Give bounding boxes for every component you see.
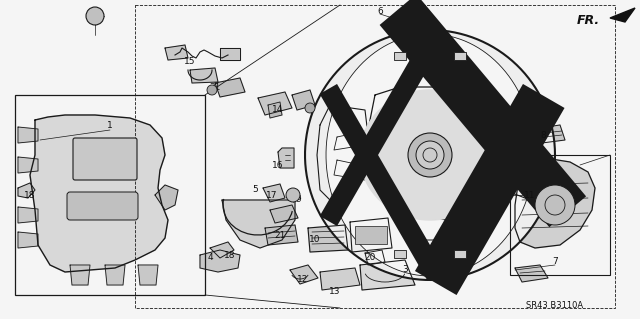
Text: 7: 7 — [552, 257, 558, 266]
Text: 11: 11 — [524, 190, 536, 199]
Polygon shape — [320, 268, 360, 290]
Polygon shape — [18, 232, 38, 248]
Bar — [454, 52, 466, 60]
Text: 8: 8 — [540, 130, 546, 139]
Polygon shape — [292, 90, 315, 110]
Polygon shape — [265, 225, 298, 245]
Text: 21: 21 — [275, 231, 285, 240]
Bar — [394, 250, 406, 258]
Polygon shape — [200, 250, 240, 272]
Text: 16: 16 — [272, 160, 284, 169]
Circle shape — [207, 85, 217, 95]
Polygon shape — [350, 218, 392, 252]
Circle shape — [416, 141, 444, 169]
Text: 6: 6 — [377, 8, 383, 17]
Polygon shape — [222, 200, 295, 248]
Polygon shape — [290, 265, 318, 284]
Polygon shape — [70, 265, 90, 285]
Bar — [135, 5, 615, 308]
Polygon shape — [30, 115, 168, 272]
Text: 12: 12 — [298, 276, 308, 285]
Text: 10: 10 — [309, 235, 321, 244]
Polygon shape — [263, 184, 285, 202]
Polygon shape — [305, 30, 555, 280]
Text: FR.: FR. — [577, 13, 600, 26]
Polygon shape — [105, 265, 125, 285]
Polygon shape — [365, 250, 385, 265]
Polygon shape — [405, 205, 455, 240]
Text: 1: 1 — [107, 121, 113, 130]
Text: 17: 17 — [266, 190, 278, 199]
Bar — [454, 250, 466, 258]
Polygon shape — [540, 125, 565, 143]
Text: 13: 13 — [329, 287, 340, 296]
Text: 18: 18 — [224, 250, 236, 259]
Text: H: H — [98, 150, 112, 168]
Polygon shape — [258, 92, 292, 115]
Text: 19: 19 — [89, 13, 100, 23]
Text: 9: 9 — [295, 196, 301, 204]
Polygon shape — [317, 105, 368, 200]
Bar — [355, 226, 387, 244]
Bar — [510, 155, 610, 275]
Polygon shape — [18, 127, 38, 143]
Polygon shape — [165, 45, 188, 60]
FancyBboxPatch shape — [67, 192, 138, 220]
Circle shape — [286, 188, 300, 202]
Text: SRS: SRS — [95, 202, 109, 211]
Circle shape — [535, 185, 575, 225]
Text: 3: 3 — [402, 265, 408, 275]
Polygon shape — [220, 48, 240, 60]
Text: 20: 20 — [364, 254, 376, 263]
Text: SR43 B3110A: SR43 B3110A — [527, 300, 584, 309]
Polygon shape — [360, 90, 500, 220]
Bar — [15, 95, 205, 295]
Polygon shape — [360, 260, 415, 290]
Polygon shape — [190, 68, 218, 83]
Polygon shape — [515, 265, 548, 282]
Polygon shape — [515, 158, 595, 248]
Polygon shape — [18, 207, 38, 223]
Polygon shape — [18, 157, 38, 173]
Circle shape — [408, 133, 452, 177]
Text: 4: 4 — [207, 254, 213, 263]
Polygon shape — [326, 34, 534, 276]
Polygon shape — [270, 205, 298, 223]
Text: 18: 18 — [24, 190, 36, 199]
Circle shape — [305, 103, 315, 113]
Text: 21: 21 — [209, 84, 221, 93]
Circle shape — [86, 7, 104, 25]
Polygon shape — [610, 8, 635, 22]
Polygon shape — [368, 87, 495, 220]
Polygon shape — [492, 110, 543, 200]
Text: 14: 14 — [272, 106, 284, 115]
Polygon shape — [278, 148, 294, 168]
Polygon shape — [155, 185, 178, 210]
FancyBboxPatch shape — [73, 138, 137, 180]
Text: 15: 15 — [184, 57, 196, 66]
Polygon shape — [210, 242, 234, 258]
Polygon shape — [215, 78, 245, 97]
Polygon shape — [268, 102, 282, 118]
Polygon shape — [308, 225, 348, 252]
Text: 5: 5 — [252, 186, 258, 195]
Polygon shape — [18, 183, 35, 198]
Text: 2: 2 — [359, 231, 365, 240]
Bar — [394, 52, 406, 60]
Polygon shape — [138, 265, 158, 285]
